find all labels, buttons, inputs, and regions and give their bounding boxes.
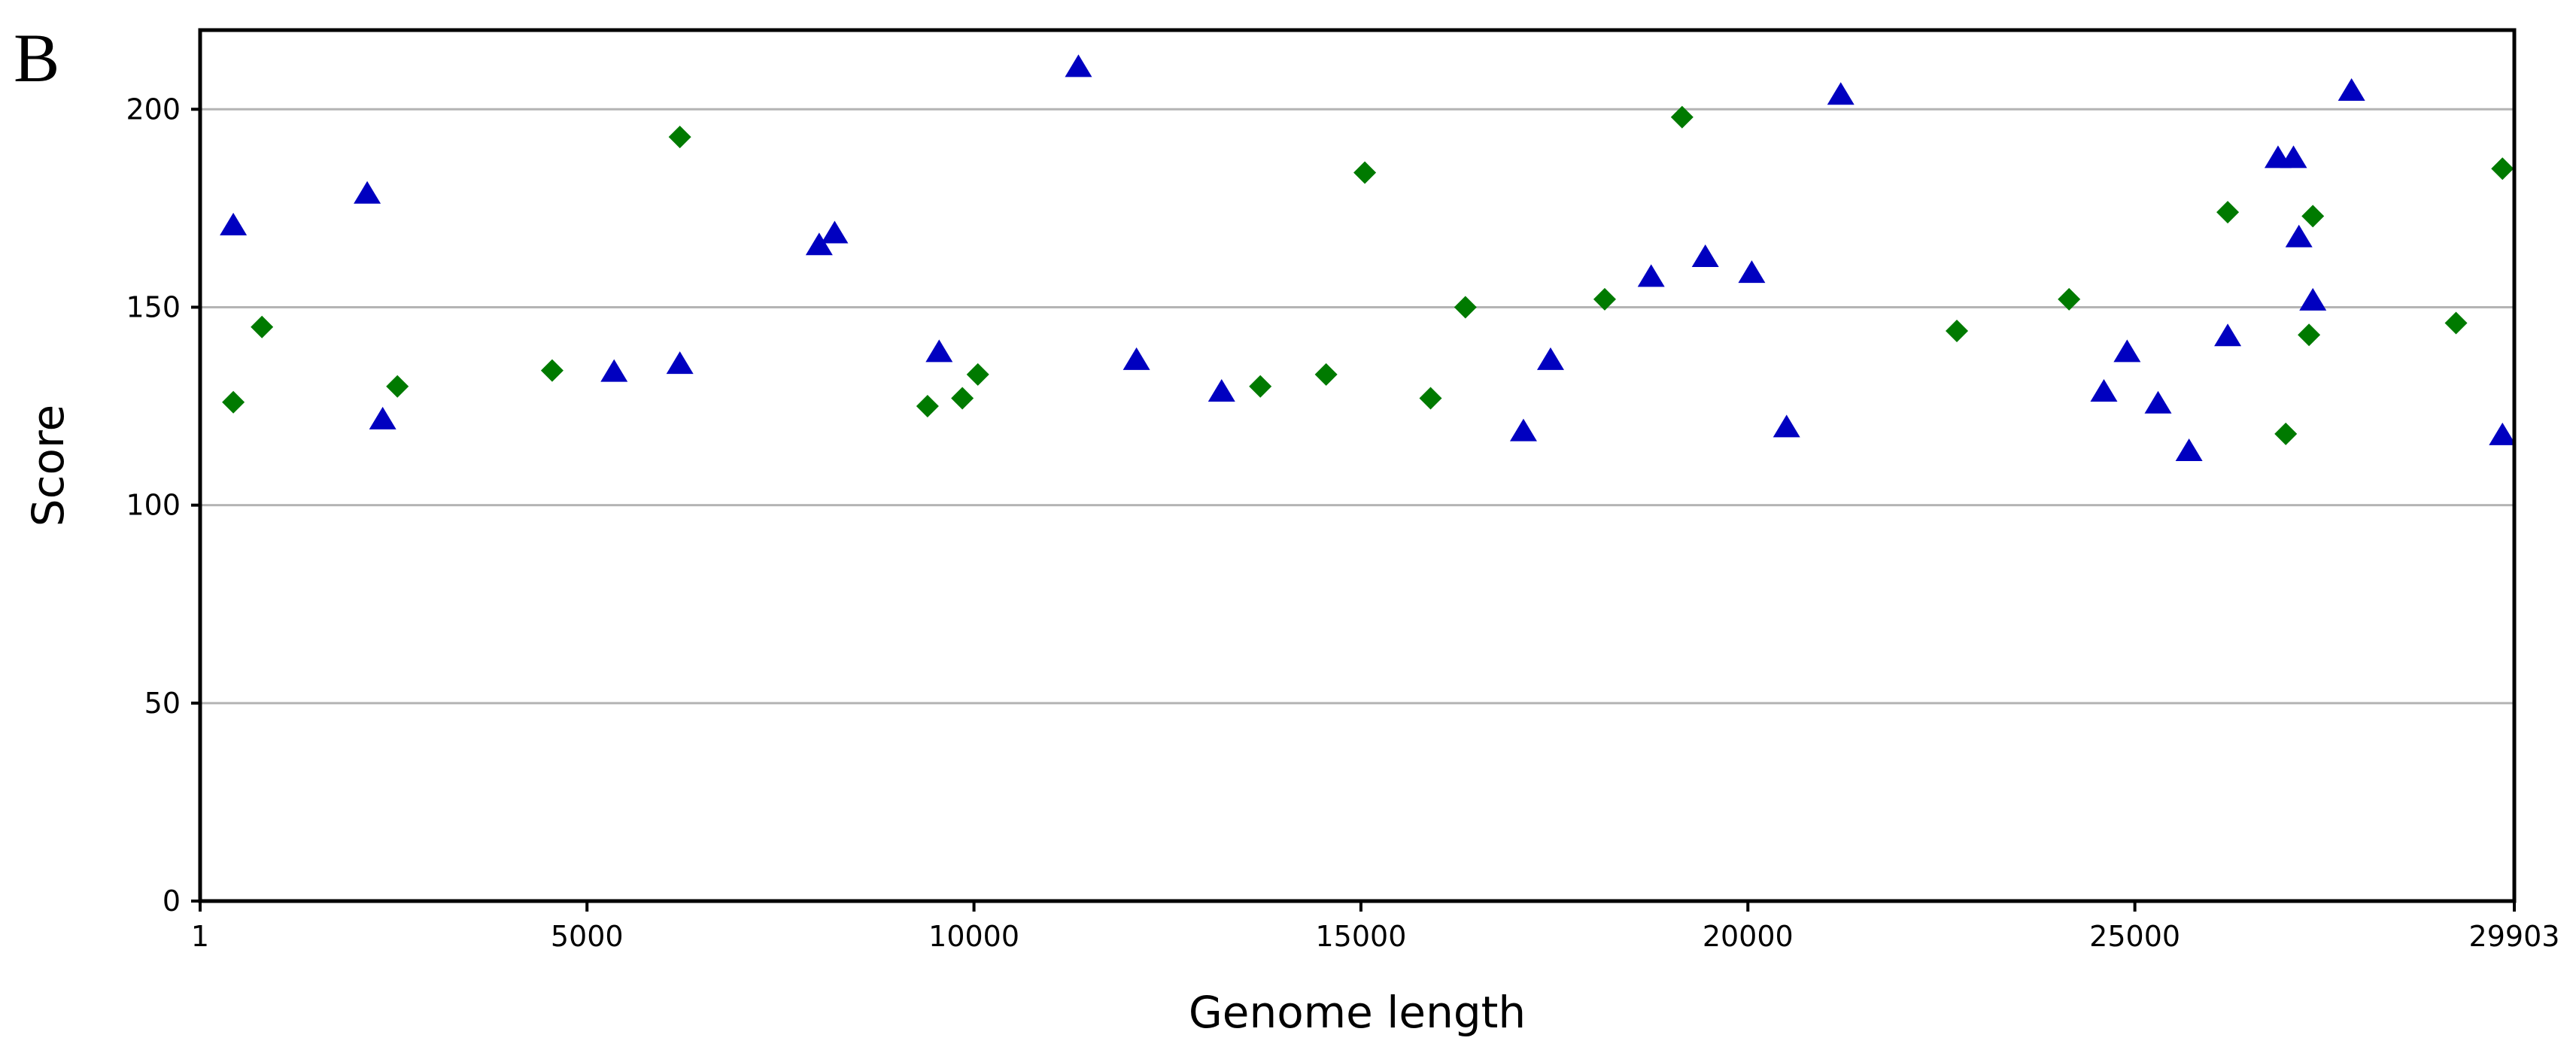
- triangle-point: [2280, 145, 2307, 168]
- triangle-point: [821, 220, 849, 244]
- triangle-point: [925, 339, 953, 363]
- triangle-point: [1122, 347, 1150, 370]
- diamond-point: [540, 359, 564, 382]
- triangle-point: [220, 212, 248, 235]
- triangle-point: [2214, 323, 2242, 347]
- triangle-point: [1738, 260, 1766, 284]
- triangle-point: [2175, 438, 2203, 461]
- x-tick-label: 1: [191, 920, 209, 953]
- triangle-point: [1208, 378, 1235, 402]
- diamond-point: [668, 126, 691, 149]
- triangle-point: [2489, 422, 2517, 445]
- triangle-point: [1691, 244, 1719, 268]
- panel-label: B: [14, 20, 59, 96]
- diamond-point: [951, 387, 974, 410]
- diamond-point: [386, 375, 409, 398]
- grid-lines: [200, 108, 2514, 705]
- triangle-point: [600, 359, 628, 382]
- triangle-point: [1637, 264, 1665, 287]
- diamond-point: [1249, 375, 1272, 398]
- diamond-point: [251, 315, 274, 338]
- diamond-point: [2491, 157, 2514, 181]
- diamond-point: [1593, 287, 1616, 311]
- x-tick-label: 10000: [928, 920, 1019, 953]
- diamond-point: [2444, 311, 2468, 335]
- triangle-point: [2113, 339, 2141, 363]
- diamond-point: [2301, 205, 2325, 228]
- x-axis: 1 5000 10000 15000 20000 25000 29903: [191, 901, 2560, 953]
- triangle-point: [2285, 224, 2313, 247]
- triangle-point: [1536, 347, 1564, 370]
- data-points: [220, 54, 2517, 461]
- triangle-point: [2090, 378, 2118, 402]
- diamond-point: [2298, 323, 2321, 347]
- diamond-point: [916, 395, 939, 418]
- triangle-point: [2144, 390, 2172, 414]
- y-tick-label: 0: [163, 885, 181, 918]
- triangle-point: [1509, 418, 1537, 442]
- triangle-point: [2338, 77, 2365, 101]
- triangle-point: [1065, 54, 1092, 77]
- x-tick-label: 5000: [551, 920, 624, 953]
- triangle-point: [666, 351, 694, 375]
- diamond-point: [966, 363, 989, 386]
- x-tick-label: 20000: [1703, 920, 1794, 953]
- diamond-point: [1353, 161, 1377, 184]
- x-tick-label: 25000: [2089, 920, 2180, 953]
- diamond-point: [1454, 296, 1477, 319]
- triangle-point: [805, 232, 833, 256]
- y-tick-label: 150: [126, 290, 181, 323]
- diamond-point: [1419, 387, 1442, 410]
- x-tick-label: 15000: [1315, 920, 1406, 953]
- diamond-point: [1946, 320, 1969, 343]
- diamond-point: [2058, 287, 2081, 311]
- diamond-point: [222, 390, 245, 414]
- diamond-point: [1670, 105, 1694, 129]
- y-axis-title: Score: [23, 405, 74, 526]
- y-tick-label: 200: [126, 93, 181, 126]
- triangle-point: [1827, 82, 1855, 105]
- x-tick-label: 29903: [2469, 920, 2560, 953]
- plot-frame: [198, 28, 2517, 903]
- triangle-point: [2299, 287, 2327, 311]
- triangle-point: [369, 406, 396, 429]
- y-tick-label: 50: [144, 687, 181, 720]
- y-tick-label: 100: [126, 489, 181, 522]
- diamond-point: [2216, 201, 2240, 224]
- triangle-point: [1773, 414, 1800, 438]
- diamond-point: [1314, 363, 1338, 386]
- x-axis-title: Genome length: [1189, 987, 1526, 1038]
- y-axis: 0 50 100 150 200: [126, 93, 200, 918]
- diamond-point: [2274, 422, 2298, 445]
- triangle-point: [354, 181, 381, 204]
